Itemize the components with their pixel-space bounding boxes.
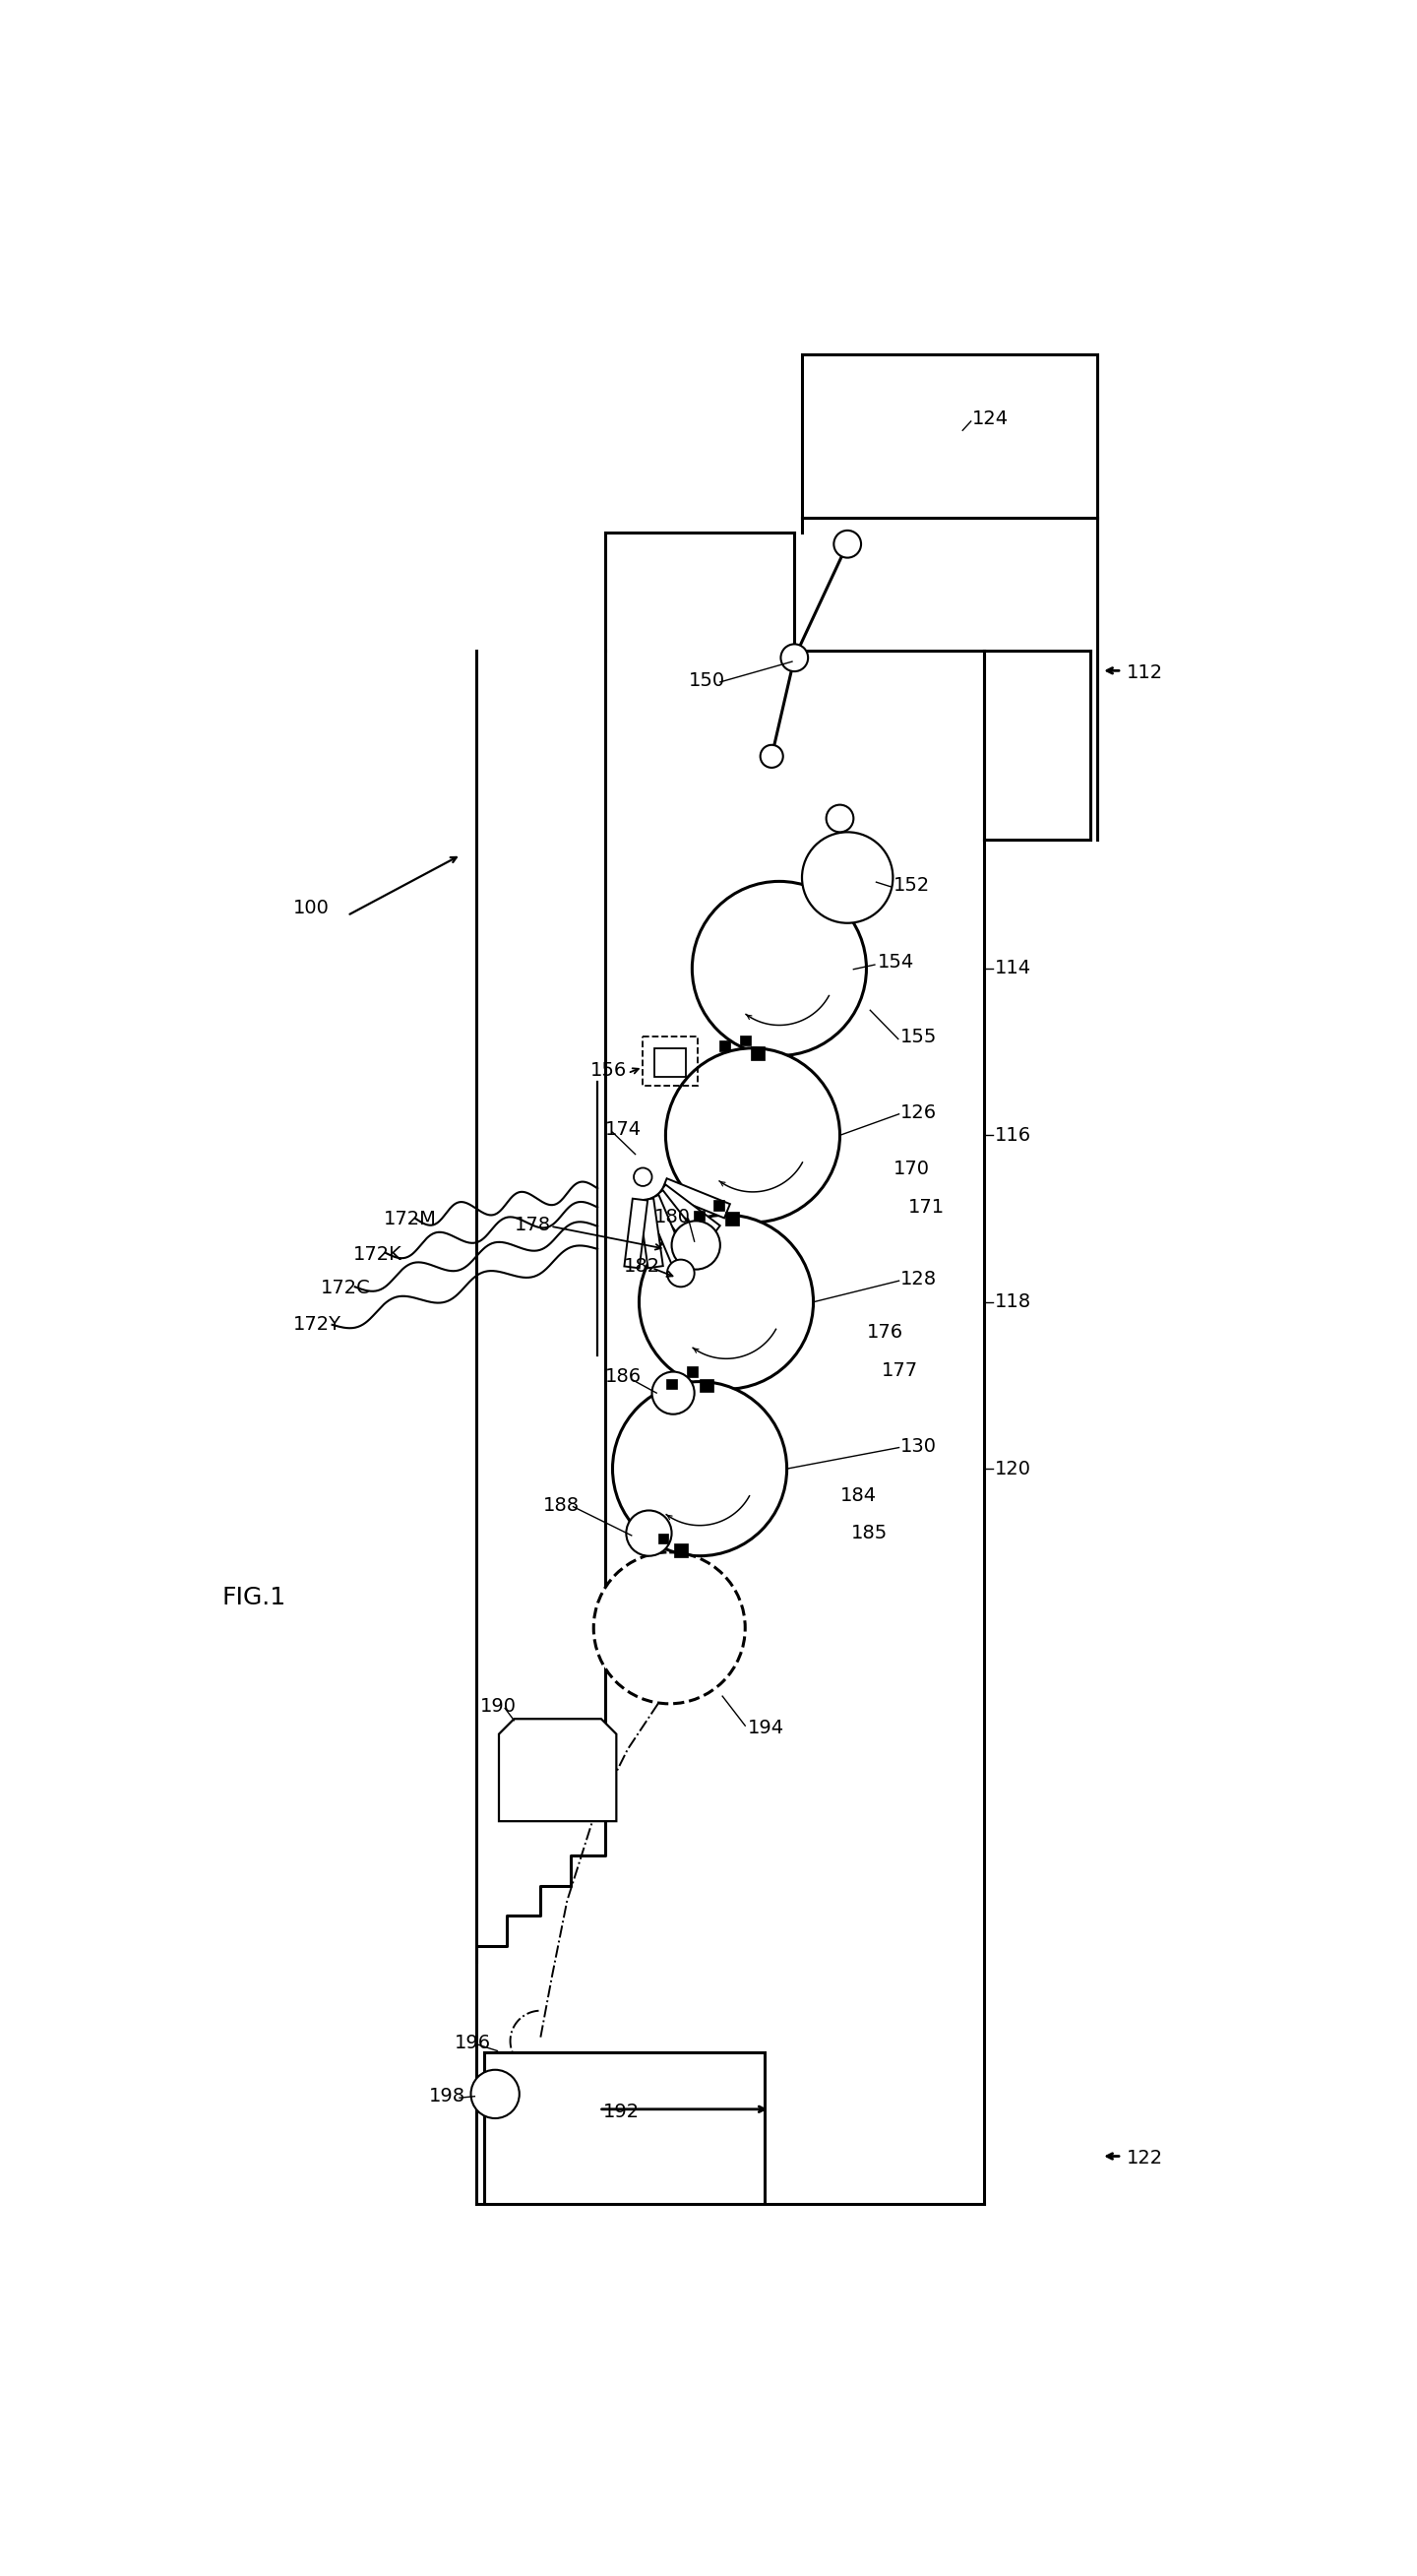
- Text: 124: 124: [972, 410, 1009, 428]
- Polygon shape: [650, 1190, 704, 1255]
- Circle shape: [626, 1510, 672, 1556]
- Circle shape: [639, 1216, 813, 1388]
- Circle shape: [470, 2069, 520, 2117]
- Text: 114: 114: [995, 958, 1032, 979]
- Text: 130: 130: [900, 1437, 937, 1455]
- Text: 180: 180: [655, 1208, 690, 1226]
- Bar: [687, 1365, 697, 1378]
- Text: 120: 120: [995, 1461, 1032, 1479]
- Text: 182: 182: [623, 1257, 660, 1275]
- Bar: [726, 1211, 740, 1226]
- Bar: [713, 1200, 724, 1211]
- Text: FIG.1: FIG.1: [222, 1587, 286, 1610]
- Circle shape: [666, 1048, 840, 1224]
- Circle shape: [667, 1260, 694, 1288]
- Polygon shape: [499, 1718, 616, 1821]
- Text: 112: 112: [1127, 665, 1163, 683]
- Text: 186: 186: [605, 1368, 642, 1386]
- Polygon shape: [645, 1195, 686, 1265]
- Text: 122: 122: [1127, 2148, 1163, 2169]
- Polygon shape: [625, 1198, 648, 1267]
- Text: 178: 178: [514, 1216, 551, 1234]
- Text: 188: 188: [543, 1497, 580, 1515]
- Bar: [740, 1036, 751, 1046]
- Text: 184: 184: [840, 1486, 876, 1504]
- Text: 126: 126: [900, 1103, 937, 1123]
- Bar: [694, 1211, 704, 1221]
- Text: 171: 171: [908, 1198, 945, 1216]
- Text: 128: 128: [900, 1270, 937, 1288]
- Text: 174: 174: [605, 1121, 642, 1139]
- Circle shape: [594, 1553, 745, 1703]
- Text: 194: 194: [747, 1718, 784, 1736]
- Circle shape: [652, 1373, 694, 1414]
- Text: 170: 170: [893, 1159, 930, 1180]
- Text: 185: 185: [852, 1525, 888, 1543]
- Bar: [657, 1533, 669, 1543]
- Text: 155: 155: [900, 1028, 937, 1046]
- Polygon shape: [639, 1198, 663, 1267]
- Bar: [666, 1378, 677, 1388]
- Bar: [720, 1041, 730, 1051]
- Circle shape: [781, 644, 808, 672]
- Bar: [655, 1048, 686, 1077]
- Bar: [483, 2053, 764, 2205]
- Text: 172K: 172K: [353, 1244, 402, 1265]
- Text: 172M: 172M: [384, 1208, 436, 1229]
- Circle shape: [691, 881, 866, 1056]
- Text: 198: 198: [429, 2087, 466, 2105]
- Polygon shape: [662, 1177, 730, 1218]
- Text: 152: 152: [893, 876, 930, 894]
- Circle shape: [833, 531, 862, 559]
- Bar: [700, 1378, 713, 1391]
- Text: 100: 100: [293, 899, 329, 917]
- Text: 172Y: 172Y: [293, 1316, 341, 1334]
- Bar: [674, 1543, 687, 1558]
- Text: 190: 190: [480, 1698, 516, 1716]
- Circle shape: [633, 1167, 652, 1185]
- Bar: [751, 1046, 765, 1061]
- Text: 156: 156: [589, 1061, 626, 1079]
- Text: 150: 150: [689, 672, 726, 690]
- Bar: [802, 355, 1098, 518]
- Text: 177: 177: [881, 1360, 918, 1381]
- Text: 196: 196: [455, 2035, 492, 2053]
- Text: 154: 154: [877, 953, 914, 971]
- Polygon shape: [656, 1185, 720, 1236]
- Text: 176: 176: [866, 1324, 903, 1342]
- Text: 192: 192: [604, 2102, 640, 2120]
- Circle shape: [802, 832, 893, 922]
- Bar: [643, 1036, 697, 1087]
- Text: 172C: 172C: [320, 1280, 371, 1298]
- Circle shape: [672, 1221, 720, 1270]
- Circle shape: [761, 744, 784, 768]
- Circle shape: [612, 1381, 786, 1556]
- Text: 118: 118: [995, 1293, 1032, 1311]
- Text: 116: 116: [995, 1126, 1032, 1144]
- Circle shape: [826, 804, 853, 832]
